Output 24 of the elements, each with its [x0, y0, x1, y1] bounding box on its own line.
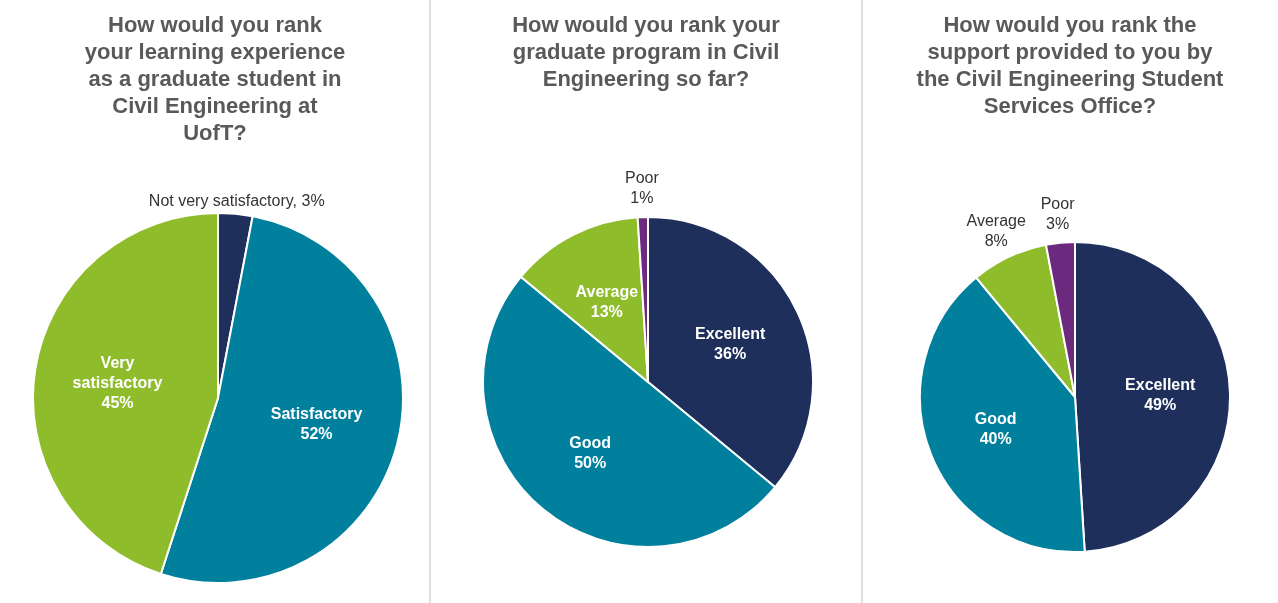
- slice-label: Poor: [624, 169, 660, 187]
- slice-label: Good: [569, 433, 612, 451]
- slice-label: Average: [966, 211, 1026, 229]
- data-label: 3%: [1046, 214, 1070, 232]
- slice-label: Very satisfactory: [72, 354, 163, 392]
- slice-label: Satisfactory: [270, 405, 363, 423]
- slice-label: Not very satisfactory, 3%: [148, 191, 325, 209]
- slice-label: Poor: [1040, 194, 1076, 212]
- data-label: 50%: [574, 453, 607, 471]
- data-label: 1%: [630, 189, 654, 207]
- chart-title: How would you rank your learning experience as a graduate student in Civil Engineering at UofT?: [84, 12, 346, 145]
- data-label: 36%: [714, 345, 747, 363]
- data-label: 13%: [590, 303, 623, 321]
- chart-title: How would you rank your graduate program in Civil Engineering so far?: [512, 12, 781, 91]
- slice-label: Average: [575, 283, 639, 301]
- slice-label: Excellent: [694, 325, 766, 343]
- data-label: 49%: [1144, 396, 1177, 414]
- data-label: 8%: [984, 231, 1008, 249]
- data-label: 40%: [979, 430, 1012, 448]
- slice-label: Good: [974, 410, 1017, 428]
- slice-label: Excellent: [1125, 376, 1196, 394]
- chart-title: How would you rank the support provided to you by the Civil Engineering Student Services Office?: [916, 12, 1225, 118]
- data-label: 52%: [300, 425, 333, 443]
- data-label: 45%: [101, 394, 134, 412]
